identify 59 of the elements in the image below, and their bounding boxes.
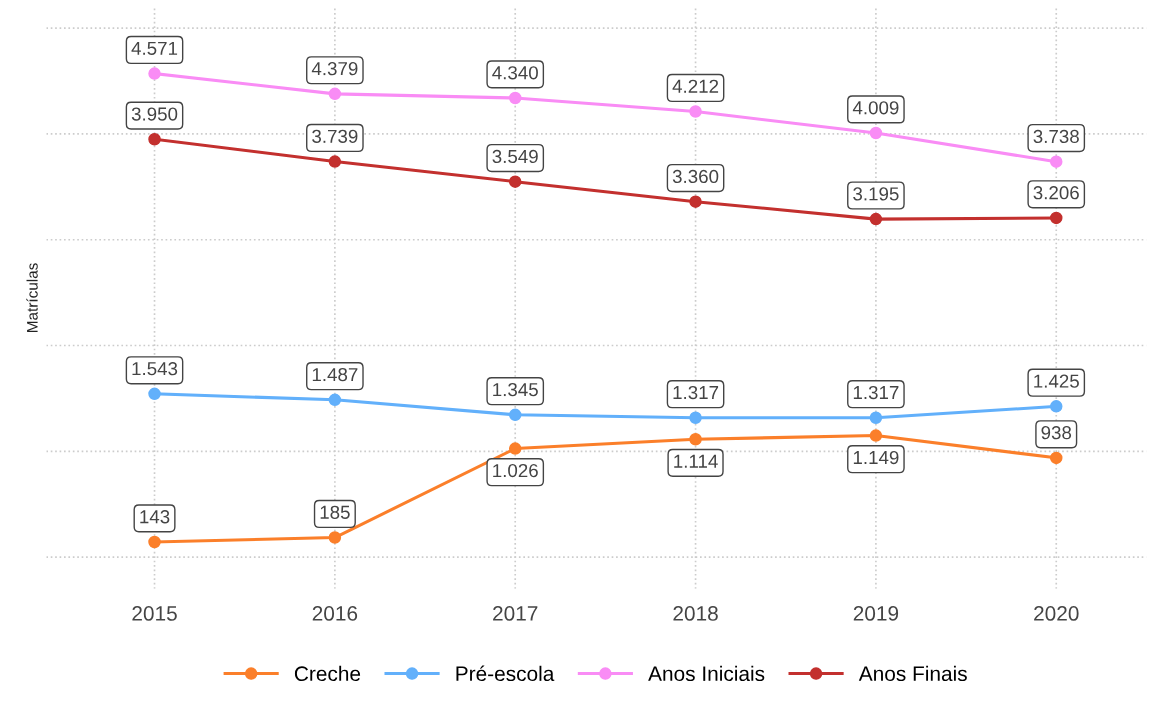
- data-label: 4.340: [492, 66, 538, 80]
- data-label: 3.549: [492, 149, 538, 164]
- x-tick-label: 2020: [1034, 606, 1079, 621]
- data-label: 3.950: [131, 107, 178, 121]
- data-label: 1.317: [673, 385, 719, 400]
- point: [148, 535, 161, 549]
- point: [1049, 400, 1063, 413]
- data-label: 4.571: [131, 41, 178, 55]
- point: [328, 87, 342, 101]
- legend-label: Anos Iniciais: [648, 665, 765, 682]
- point: [1049, 451, 1063, 465]
- point: [508, 408, 522, 422]
- point: [148, 387, 161, 401]
- point: [869, 411, 883, 425]
- point: [328, 155, 342, 168]
- x-tick-label: 2017: [493, 606, 538, 621]
- point: [508, 91, 522, 105]
- legend-label: Pré-escola: [456, 665, 555, 682]
- point: [689, 433, 702, 446]
- point: [1049, 155, 1063, 168]
- point: [1049, 211, 1063, 225]
- data-label: 3.195: [853, 187, 899, 201]
- data-label: 185: [320, 505, 350, 519]
- legend-label: Creche: [294, 665, 361, 682]
- data-label: 4.379: [311, 62, 358, 76]
- data-label: 3.739: [312, 129, 358, 143]
- point: [148, 67, 161, 80]
- data-label: 4.009: [852, 101, 899, 115]
- point: [869, 429, 883, 442]
- point: [508, 442, 522, 455]
- data-label: 4.212: [672, 79, 719, 93]
- point: [869, 212, 883, 226]
- data-label: 1.114: [674, 454, 718, 468]
- data-label: 3.206: [1033, 186, 1079, 200]
- legend-label: Anos Finais: [858, 665, 967, 682]
- point: [689, 105, 702, 118]
- data-label: 3.360: [672, 169, 719, 184]
- x-tick-label: 2016: [312, 606, 358, 621]
- data-label: 143: [140, 510, 170, 524]
- point: [689, 195, 702, 208]
- data-label: 1.543: [132, 362, 178, 376]
- point: [869, 126, 883, 140]
- data-label: 1.345: [493, 382, 538, 397]
- data-label: 1.317: [853, 385, 899, 400]
- x-tick-label: 2019: [853, 606, 899, 621]
- point: [328, 393, 342, 407]
- x-tick-label: 2018: [673, 606, 718, 621]
- point: [689, 411, 702, 425]
- x-tick-label: 2015: [132, 606, 177, 621]
- y-axis-title: Matrículas: [26, 263, 38, 332]
- point: [148, 132, 161, 146]
- data-label: 3.738: [1033, 129, 1079, 144]
- point: [508, 175, 522, 188]
- point: [328, 531, 342, 544]
- data-label: 1.149: [853, 450, 899, 465]
- data-label: 938: [1041, 426, 1072, 440]
- data-label: 1.425: [1034, 374, 1079, 388]
- data-label: 1.026: [493, 463, 538, 478]
- data-label: 1.487: [312, 367, 358, 382]
